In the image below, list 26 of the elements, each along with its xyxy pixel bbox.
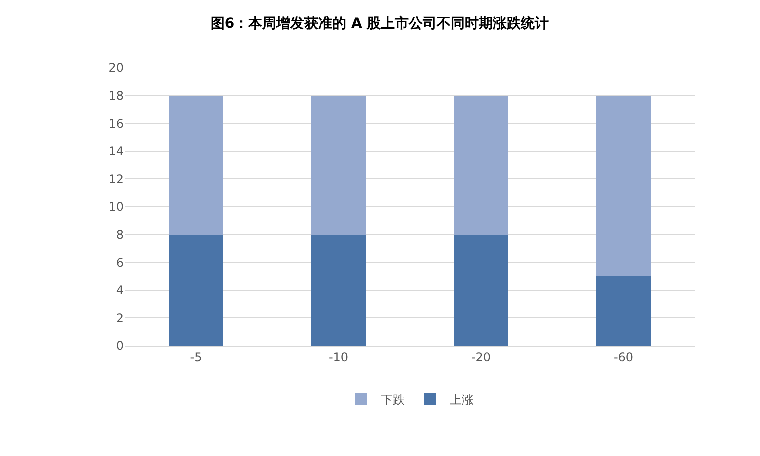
bar	[312, 96, 366, 235]
y-tick-label: 2	[116, 311, 124, 326]
legend-label: 下跌	[381, 393, 405, 408]
bar	[454, 96, 508, 235]
legend-label: 上涨	[450, 393, 474, 408]
y-tick-label: 20	[108, 61, 124, 76]
y-tick-label: 12	[108, 172, 124, 186]
bar	[596, 96, 651, 276]
x-tick-label: -10	[328, 350, 349, 364]
chart-title: 图6：本周增发获准的 A 股上市公司不同时期涨跌统计	[210, 15, 550, 32]
x-tick-label: -20	[471, 350, 492, 364]
bar	[169, 234, 224, 346]
x-tick-label: -60	[614, 350, 634, 364]
bar	[454, 234, 508, 346]
bar	[312, 234, 366, 346]
y-tick-label: 0	[116, 339, 124, 354]
y-tick-label: 10	[108, 200, 124, 214]
bar	[169, 96, 224, 235]
y-tick-label: 6	[116, 256, 124, 270]
y-tick-label: 8	[116, 228, 124, 242]
y-tick-label: 4	[116, 284, 124, 298]
bar	[596, 276, 651, 346]
y-tick-label: 18	[108, 89, 124, 103]
x-tick-label: -5	[190, 350, 202, 364]
y-tick-label: 14	[108, 144, 124, 159]
y-tick-label: 16	[108, 116, 124, 131]
